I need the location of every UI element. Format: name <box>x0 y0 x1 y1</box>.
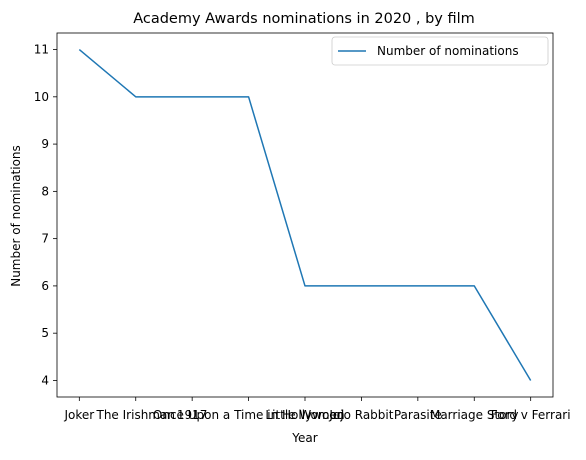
chart-title: Academy Awards nominations in 2020 , by … <box>133 11 475 27</box>
y-tick-label: 6 <box>41 279 49 293</box>
plot-area-frame <box>57 33 553 397</box>
legend-label: Number of nominations <box>377 44 519 58</box>
x-tick-label: Joker <box>63 408 94 422</box>
y-tick-label: 7 <box>41 232 49 246</box>
legend: Number of nominations <box>332 37 548 65</box>
y-tick-label: 10 <box>34 90 49 104</box>
x-tick-label: Jojo Rabbit <box>328 408 393 422</box>
y-axis-label: Number of nominations <box>9 145 23 287</box>
y-tick-label: 9 <box>41 137 49 151</box>
x-tick-label: Ford v Ferrari <box>491 408 571 422</box>
y-tick-label: 5 <box>41 326 49 340</box>
y-tick-label: 8 <box>41 184 49 198</box>
x-axis-label: Year <box>291 431 317 445</box>
y-axis: 4 5 6 7 8 9 10 11 <box>34 43 57 388</box>
series-line-number-of-nominations <box>79 50 530 381</box>
y-tick-label: 11 <box>34 43 49 57</box>
y-tick-label: 4 <box>41 373 49 387</box>
series-points <box>79 50 530 381</box>
